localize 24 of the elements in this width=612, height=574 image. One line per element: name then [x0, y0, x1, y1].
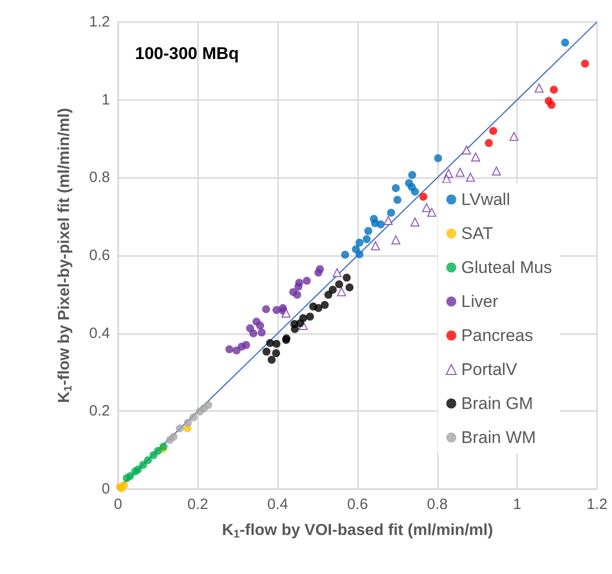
y-tick-label: 0.4 — [89, 324, 110, 342]
x-tick-label: 0.4 — [267, 496, 288, 513]
legend-label: Pancreas — [461, 326, 534, 345]
legend-label: Brain WM — [461, 428, 536, 447]
x-tick-label: 0 — [114, 496, 122, 513]
legend-label: LVwall — [461, 190, 510, 209]
legend-label: SAT — [461, 224, 494, 243]
y-tick-label: 0.8 — [89, 169, 110, 186]
legend-label: Gluteal Mus — [461, 258, 552, 277]
y-tick-label: 0.2 — [89, 402, 110, 420]
x-tick-label: 1.2 — [586, 496, 608, 513]
y-axis-title: K1-flow by Pixel-by-pixel fit (ml/min/ml) — [56, 108, 74, 404]
legend-label: PortalV — [461, 360, 518, 379]
y-tick-label: 0 — [102, 480, 110, 498]
annotation: 100-300 MBq — [135, 44, 239, 63]
x-tick-label: 0.6 — [347, 496, 368, 513]
legend-label: Liver — [461, 292, 498, 311]
x-tick-label: 0.2 — [187, 496, 208, 513]
x-tick-label: 1 — [512, 496, 522, 513]
y-tick-label: 1.2 — [89, 14, 110, 30]
legend-label: Brain GM — [461, 394, 534, 413]
y-tick-label: 0.6 — [89, 247, 110, 264]
x-tick-label: 0.8 — [426, 496, 448, 513]
y-tick-label: 1 — [102, 91, 110, 108]
